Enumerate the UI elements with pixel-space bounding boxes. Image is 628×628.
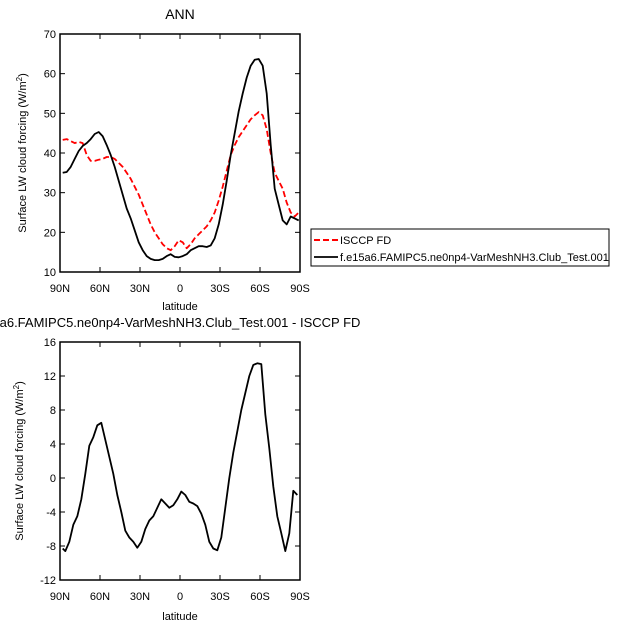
bottom-chart-ytick-label: -12 — [40, 575, 56, 587]
top-chart-ytick-label: 20 — [44, 227, 56, 239]
legend-label-model: f.e15a6.FAMIPC5.ne0np4-VarMeshNH3.Club_T… — [340, 252, 609, 264]
top-chart-xtick-label: 0 — [177, 283, 183, 295]
bottom-chart-ytick-label: 0 — [50, 473, 56, 485]
bottom-chart-xtick-label: 60N — [90, 591, 110, 603]
top-chart-ytick-label: 10 — [44, 267, 56, 279]
bottom-chart-ytick-label: -8 — [46, 541, 56, 553]
top-chart-xtick-label: 60N — [90, 283, 110, 295]
top-chart-xtick-label: 30N — [130, 283, 150, 295]
bottom-chart-xtick-label: 0 — [177, 591, 183, 603]
bottom-chart-xtick-label: 30S — [210, 591, 230, 603]
bottom-chart-xtick-label: 90S — [290, 591, 310, 603]
top-chart-ytick-label: 70 — [44, 29, 56, 41]
bottom-chart-xlabel: latitude — [162, 611, 197, 623]
bottom-chart-ytick-label: -4 — [46, 507, 56, 519]
top-chart-ytick-label: 60 — [44, 69, 56, 81]
top-chart-xlabel: latitude — [162, 301, 197, 313]
top-chart-series-0-line — [62, 111, 300, 252]
top-chart-xtick-label: 90S — [290, 283, 310, 295]
bottom-chart: a6.FAMIPC5.ne0np4-VarMeshNH3.Club_Test.0… — [0, 315, 360, 623]
legend: ISCCP FD f.e15a6.FAMIPC5.ne0np4-VarMeshN… — [310, 228, 610, 267]
top-chart-xtick-label: 60S — [250, 283, 270, 295]
top-chart-xtick-label: 90N — [50, 283, 70, 295]
bottom-chart-ytick-label: 16 — [44, 337, 56, 349]
bottom-chart-axes: 90N 60N 30N 0 30S 60S 90S -12 -8 -4 0 4 8 12 16 — [40, 337, 310, 603]
top-chart-xtick-label: 30S — [210, 283, 230, 295]
bottom-chart-xtick-label: 90N — [50, 591, 70, 603]
legend-box — [310, 228, 610, 267]
top-chart-frame — [59, 33, 301, 273]
top-chart-title: ANN — [165, 6, 195, 22]
top-chart-ytick-label: 30 — [44, 188, 56, 200]
top-chart: ANN Surface LW cloud forcing (W/m2) lati… — [15, 6, 310, 313]
bottom-chart-ytick-label: 4 — [50, 439, 56, 451]
bottom-chart-xtick-label: 60S — [250, 591, 270, 603]
top-chart-axes: 90N 60N 30N 0 30S 60S 90S 10 20 30 40 50 60 70 — [44, 29, 310, 295]
bottom-chart-ytick-label: 8 — [50, 405, 56, 417]
legend-label-isccp: ISCCP FD — [340, 235, 391, 247]
top-chart-series-1-line — [62, 58, 300, 262]
top-chart-series — [62, 58, 300, 262]
bottom-chart-frame — [59, 341, 301, 581]
bottom-chart-ylabel: Surface LW cloud forcing (W/m2) — [12, 381, 27, 541]
bottom-chart-title: a6.FAMIPC5.ne0np4-VarMeshNH3.Club_Test.0… — [0, 315, 360, 330]
bottom-chart-ytick-label: 12 — [44, 371, 56, 383]
bottom-chart-xtick-label: 30N — [130, 591, 150, 603]
top-chart-ytick-label: 40 — [44, 148, 56, 160]
bottom-chart-series-0-line — [62, 362, 298, 552]
top-chart-ytick-label: 50 — [44, 108, 56, 120]
bottom-chart-series — [62, 362, 298, 552]
top-chart-ylabel: Surface LW cloud forcing (W/m2) — [15, 73, 30, 233]
